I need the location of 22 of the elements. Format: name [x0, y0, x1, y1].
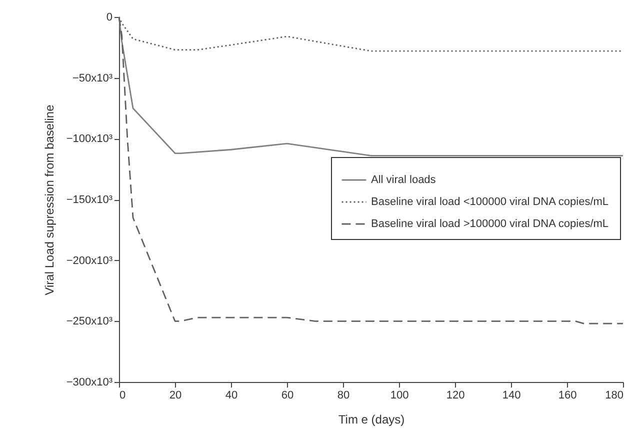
- x-tick-label: 100: [390, 390, 409, 402]
- legend-label: All viral loads: [371, 174, 436, 186]
- x-tick-label: 120: [446, 390, 465, 402]
- y-tick-label: −150x10³: [66, 194, 113, 206]
- legend-label: Baseline viral load <100000 viral DNA copies/mL: [371, 196, 609, 208]
- x-axis-title: Tim e (days): [338, 412, 405, 426]
- x-tick-label: 40: [225, 390, 238, 402]
- y-tick-label: −50x10³: [72, 72, 113, 84]
- y-tick-label: −200x10³: [66, 254, 113, 267]
- x-tick-label: 160: [558, 390, 577, 402]
- x-tick-label: 180: [605, 390, 624, 402]
- legend-label: Baseline viral load >100000 viral DNA copies/mL: [371, 218, 609, 230]
- x-tick-label: 60: [281, 390, 294, 402]
- y-axis-title: Viral Load supression from baseline: [42, 104, 56, 296]
- y-tick-label: 0: [106, 12, 112, 24]
- x-tick-label: 20: [169, 390, 182, 402]
- y-tick-label: −100x10³: [66, 133, 113, 146]
- x-tick-label: 140: [502, 390, 521, 402]
- x-tick-label: 80: [337, 390, 350, 402]
- y-tick-label: −250x10³: [66, 316, 113, 328]
- x-tick-label: 0: [120, 390, 126, 402]
- y-tick-label: −300x10³: [66, 376, 113, 388]
